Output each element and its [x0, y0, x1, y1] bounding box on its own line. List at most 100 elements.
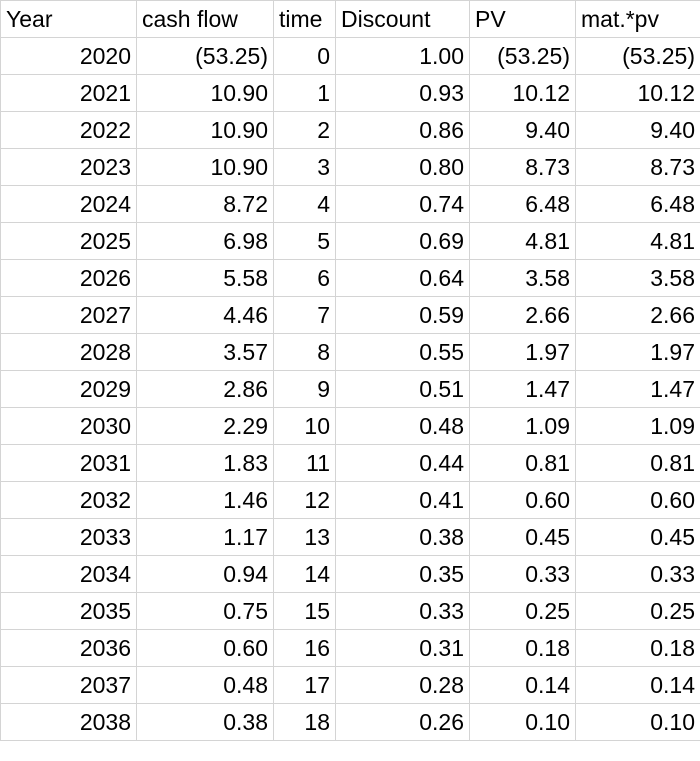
cell: 0.26 [335, 703, 470, 741]
cell: 0.74 [335, 185, 470, 223]
cell: 0.18 [469, 629, 576, 667]
cell: 15 [273, 592, 336, 630]
cell: 9 [273, 370, 336, 408]
cell: 14 [273, 555, 336, 593]
cell: 0.10 [469, 703, 576, 741]
cell: 2020 [0, 37, 137, 75]
cell: 2032 [0, 481, 137, 519]
cell: 2022 [0, 111, 137, 149]
cell: 8.73 [469, 148, 576, 186]
cell: 2021 [0, 74, 137, 112]
cell: 12 [273, 481, 336, 519]
cell: mat.*pv [575, 0, 700, 38]
cell: 0.59 [335, 296, 470, 334]
cell: 2 [273, 111, 336, 149]
cell: 0.81 [575, 444, 700, 482]
cell: 0.38 [335, 518, 470, 556]
cell: 2029 [0, 370, 137, 408]
cell: 2.66 [469, 296, 576, 334]
cell: 1.97 [469, 333, 576, 371]
cell: 3.58 [469, 259, 576, 297]
header-row: Year cash flow time Discount PV mat.*pv [0, 0, 700, 38]
data-row: 2035 0.75 15 0.33 0.25 0.25 [0, 592, 700, 630]
cell: 3.58 [575, 259, 700, 297]
cell: 2024 [0, 185, 137, 223]
data-row: 2029 2.86 9 0.51 1.47 1.47 [0, 370, 700, 408]
cell: 9.40 [469, 111, 576, 149]
cell: 3.57 [136, 333, 274, 371]
cell: 6.98 [136, 222, 274, 260]
cell: 1.00 [335, 37, 470, 75]
cell: 1.09 [575, 407, 700, 445]
cell: 0.45 [575, 518, 700, 556]
cell: 2.86 [136, 370, 274, 408]
cell: 0.25 [575, 592, 700, 630]
cell: 11 [273, 444, 336, 482]
data-row: 2023 10.90 3 0.80 8.73 8.73 [0, 148, 700, 186]
cell: 2023 [0, 148, 137, 186]
data-row: 2033 1.17 13 0.38 0.45 0.45 [0, 518, 700, 556]
cell: 0.60 [575, 481, 700, 519]
cell: 4.81 [469, 222, 576, 260]
cell: 1.47 [469, 370, 576, 408]
cell: 0.64 [335, 259, 470, 297]
cell: PV [469, 0, 576, 38]
cell: 8.72 [136, 185, 274, 223]
cell: 2036 [0, 629, 137, 667]
cell: 1.47 [575, 370, 700, 408]
cell: 1.09 [469, 407, 576, 445]
data-row: 2024 8.72 4 0.74 6.48 6.48 [0, 185, 700, 223]
cell: 9.40 [575, 111, 700, 149]
cell: 0.14 [469, 666, 576, 704]
data-row: 2020 (53.25) 0 1.00 (53.25) (53.25) [0, 37, 700, 75]
cell: 6 [273, 259, 336, 297]
spreadsheet: Year cash flow time Discount PV mat.*pv 2020 (5… [0, 0, 700, 741]
cell: 0.33 [575, 555, 700, 593]
cell: 2038 [0, 703, 137, 741]
cell: 2030 [0, 407, 137, 445]
cell: 1.17 [136, 518, 274, 556]
cell: (53.25) [575, 37, 700, 75]
cell: 0.69 [335, 222, 470, 260]
table-body: Year cash flow time Discount PV mat.*pv 2020 (5… [0, 0, 700, 741]
cell: (53.25) [136, 37, 274, 75]
cell: 0.60 [136, 629, 274, 667]
data-row: 2032 1.46 12 0.41 0.60 0.60 [0, 481, 700, 519]
cell: 2031 [0, 444, 137, 482]
cell: 6.48 [469, 185, 576, 223]
cell: 1.97 [575, 333, 700, 371]
cell: 2037 [0, 666, 137, 704]
cell: 0.35 [335, 555, 470, 593]
cell: 0.94 [136, 555, 274, 593]
cell: 0.80 [335, 148, 470, 186]
data-row: 2031 1.83 11 0.44 0.81 0.81 [0, 444, 700, 482]
cell: 10.90 [136, 74, 274, 112]
cell: 0.75 [136, 592, 274, 630]
cell: 0.48 [335, 407, 470, 445]
cell: 2027 [0, 296, 137, 334]
cell: 3 [273, 148, 336, 186]
cell: 0.86 [335, 111, 470, 149]
cell: 4.81 [575, 222, 700, 260]
cell: 0.10 [575, 703, 700, 741]
cell: 0.41 [335, 481, 470, 519]
cell: 18 [273, 703, 336, 741]
data-row: 2030 2.29 10 0.48 1.09 1.09 [0, 407, 700, 445]
cell: 0.33 [335, 592, 470, 630]
cell: 4 [273, 185, 336, 223]
cell: 0.55 [335, 333, 470, 371]
cell: 2034 [0, 555, 137, 593]
cell: 1 [273, 74, 336, 112]
cell: Discount [335, 0, 470, 38]
cell: 13 [273, 518, 336, 556]
cell: 0.28 [335, 666, 470, 704]
cell: 16 [273, 629, 336, 667]
cell: 1.83 [136, 444, 274, 482]
cell: 8.73 [575, 148, 700, 186]
cell: 0.31 [335, 629, 470, 667]
cell: 8 [273, 333, 336, 371]
cell: 2025 [0, 222, 137, 260]
cell: cash flow [136, 0, 274, 38]
cell: 0.93 [335, 74, 470, 112]
